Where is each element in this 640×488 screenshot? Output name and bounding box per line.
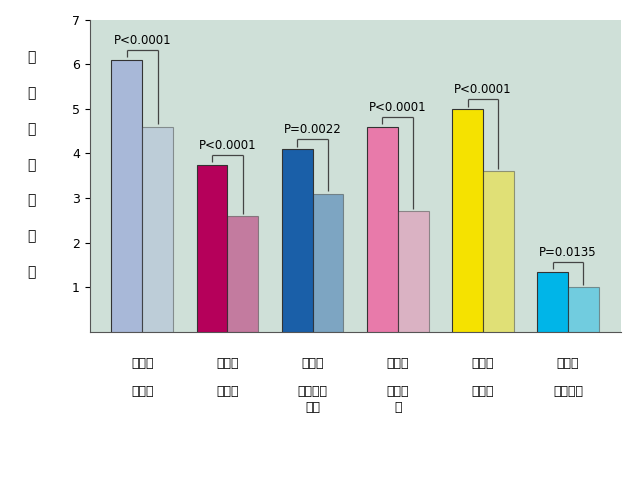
Text: 摂食機能
障害: 摂食機能 障害 — [298, 385, 328, 414]
Text: P<0.0001: P<0.0001 — [198, 139, 256, 152]
Text: 粘つき
感: 粘つき 感 — [387, 385, 409, 414]
Text: 症: 症 — [27, 122, 35, 136]
Text: ス: ス — [27, 194, 35, 208]
Bar — [282, 149, 312, 332]
Text: 前，後: 前，後 — [301, 357, 324, 370]
Bar — [227, 216, 259, 332]
Bar — [537, 272, 568, 332]
Text: 前，後: 前，後 — [472, 357, 494, 370]
Text: 疼　痛: 疼 痛 — [472, 385, 494, 398]
Text: P<0.0001: P<0.0001 — [113, 34, 171, 47]
Text: 覚: 覚 — [27, 86, 35, 100]
Text: P=0.0022: P=0.0022 — [284, 123, 342, 137]
Bar — [111, 60, 142, 332]
Text: 自: 自 — [27, 50, 35, 64]
Bar — [312, 194, 344, 332]
Text: 飲望感: 飲望感 — [216, 385, 239, 398]
Bar — [142, 126, 173, 332]
Bar — [568, 287, 599, 332]
Text: 前，後: 前，後 — [387, 357, 409, 370]
Text: 状: 状 — [27, 158, 35, 172]
Text: 前，後: 前，後 — [557, 357, 579, 370]
Bar — [398, 211, 429, 332]
Bar — [196, 164, 227, 332]
Text: P=0.0135: P=0.0135 — [540, 246, 597, 259]
Text: 味覚異常: 味覚異常 — [553, 385, 583, 398]
Text: P<0.0001: P<0.0001 — [369, 101, 427, 114]
Text: P<0.0001: P<0.0001 — [454, 83, 512, 96]
Bar — [367, 126, 398, 332]
Text: ア: ア — [27, 265, 35, 280]
Bar — [452, 109, 483, 332]
Text: 前，後: 前，後 — [131, 357, 154, 370]
Text: 前，後: 前，後 — [216, 357, 239, 370]
Bar — [483, 171, 514, 332]
Text: コ: コ — [27, 229, 35, 244]
Text: 乾燥感: 乾燥感 — [131, 385, 154, 398]
